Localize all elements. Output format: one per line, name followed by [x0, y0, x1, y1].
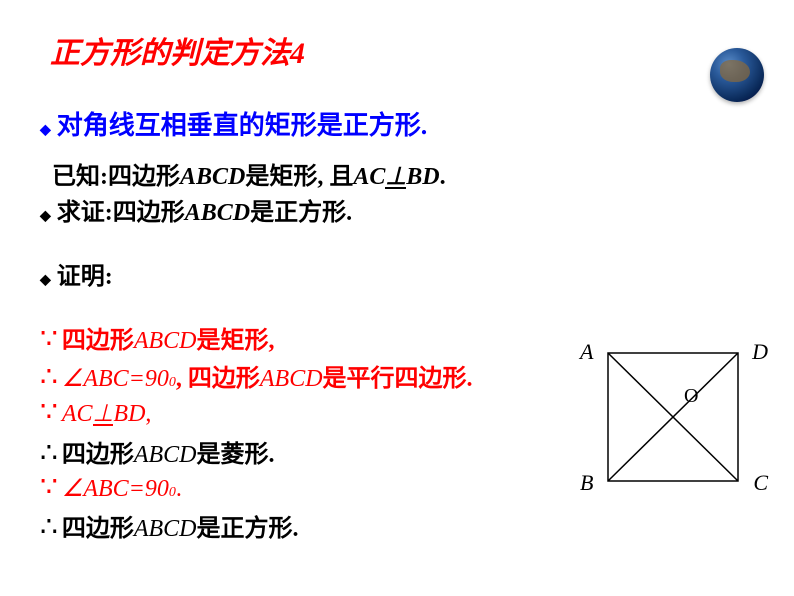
given-end: .	[440, 164, 446, 191]
step2-abc: ABC	[83, 366, 128, 393]
therefore-symbol: ∴	[40, 436, 58, 470]
square-svg	[598, 345, 748, 490]
given-abcd: ABCD	[180, 164, 245, 191]
proof-label-line: ◆ 证明:	[40, 256, 113, 291]
step2-end: 是平行四边形.	[323, 358, 473, 393]
step4: ∴ 四边形 ABCD 是菱形.	[40, 434, 275, 470]
given-mid: 是矩形, 且	[245, 156, 353, 191]
because-symbol: ∵	[40, 470, 58, 504]
globe-icon	[710, 48, 764, 102]
label-a: A	[580, 339, 593, 365]
step6-end: 是正方形.	[197, 508, 299, 543]
step6-prefix: 四边形	[62, 508, 134, 543]
prove-end: 是正方形.	[250, 192, 352, 227]
bullet-icon: ◆	[40, 272, 51, 289]
perp-symbol: ⊥	[93, 401, 114, 428]
step3-ac: AC	[62, 401, 93, 428]
theorem-line: ◆ 对角线互相垂直的矩形是正方形.	[40, 105, 427, 142]
label-o: O	[684, 385, 698, 408]
prove-prefix: 求证:四边形	[57, 192, 185, 227]
step5-end: .	[176, 476, 182, 503]
bullet-icon: ◆	[40, 122, 51, 139]
step4-end: 是菱形.	[197, 434, 275, 469]
step5-angle: ∠	[62, 474, 84, 503]
step6: ∴ 四边形 ABCD 是正方形.	[40, 508, 299, 544]
bullet-icon: ◆	[40, 208, 51, 225]
step1-abcd: ABCD	[134, 328, 197, 355]
step5-eq: =90	[129, 476, 169, 503]
step1-prefix: 四边形	[62, 320, 134, 355]
proof-label: 证明:	[57, 256, 113, 291]
step2-abcd: ABCD	[260, 366, 323, 393]
given-bd: BD	[406, 164, 439, 191]
given-ac: AC	[353, 164, 385, 191]
page-title: 正方形的判定方法4	[50, 28, 305, 72]
prove-abcd: ABCD	[185, 200, 250, 227]
step3: ∵ AC ⊥ BD ,	[40, 395, 151, 429]
step2-sup: 0	[169, 375, 176, 391]
step2-mid: , 四边形	[176, 358, 260, 393]
given-line: 已知:四边形 ABCD 是矩形, 且 AC ⊥ BD .	[52, 156, 446, 191]
step3-bd: BD	[113, 401, 145, 428]
label-c: C	[753, 470, 768, 496]
step5-abc: ABC	[83, 476, 128, 503]
given-prefix: 已知:四边形	[52, 156, 180, 191]
step5: ∵ ∠ ABC =90 0 .	[40, 470, 182, 504]
step4-abcd: ABCD	[134, 442, 197, 469]
because-symbol: ∵	[40, 322, 58, 356]
label-d: D	[752, 339, 768, 365]
label-b: B	[580, 470, 593, 496]
square-diagram: A D B C O	[598, 345, 748, 490]
therefore-symbol: ∴	[40, 360, 58, 394]
step1: ∵ 四边形 ABCD 是矩形,	[40, 320, 275, 356]
step1-end: 是矩形,	[197, 320, 275, 355]
step3-end: ,	[145, 401, 151, 428]
step2-eq: =90	[129, 366, 169, 393]
step4-prefix: 四边形	[62, 434, 134, 469]
theorem-text: 对角线互相垂直的矩形是正方形.	[57, 105, 428, 142]
prove-line: ◆ 求证:四边形 ABCD 是正方形.	[40, 192, 352, 227]
step2-angle: ∠	[62, 364, 84, 393]
because-symbol: ∵	[40, 395, 58, 429]
step5-sup: 0	[169, 485, 176, 501]
step6-abcd: ABCD	[134, 516, 197, 543]
perp-symbol: ⊥	[385, 164, 406, 191]
therefore-symbol: ∴	[40, 510, 58, 544]
step2: ∴ ∠ ABC =90 0 , 四边形 ABCD 是平行四边形.	[40, 358, 473, 394]
